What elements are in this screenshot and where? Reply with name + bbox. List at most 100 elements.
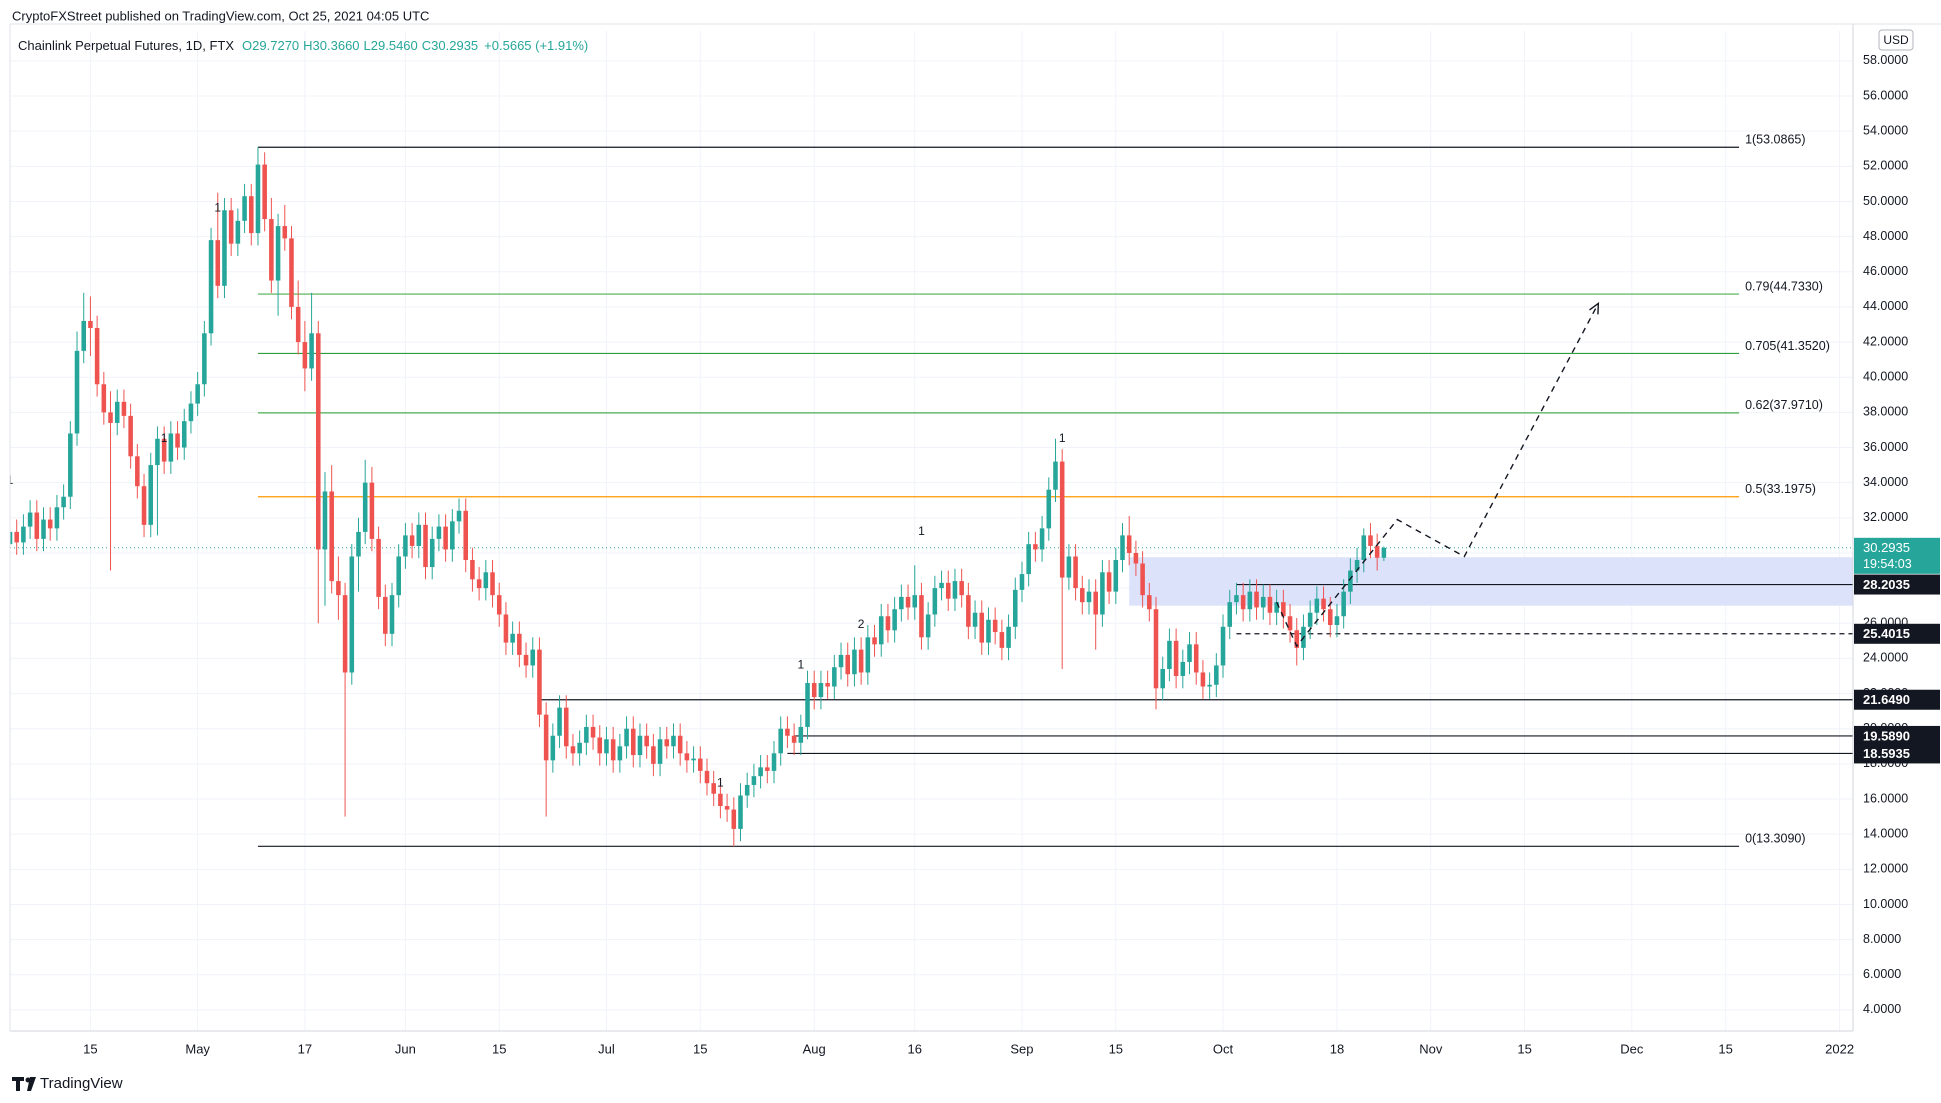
x-tick-label: 15 — [1109, 1041, 1123, 1056]
candle-body — [510, 633, 515, 643]
candle-body — [1066, 556, 1072, 578]
candle-body — [27, 512, 33, 527]
td-count: 1 — [7, 473, 14, 487]
candle-body — [181, 421, 187, 448]
candle-body — [108, 412, 113, 423]
x-tick-label: 15 — [1718, 1041, 1732, 1056]
level-price-label: 28.2035 — [1863, 577, 1910, 592]
candle-body — [832, 667, 837, 687]
candle-body — [671, 735, 676, 747]
candle-body — [262, 164, 267, 220]
candle-body — [1207, 684, 1212, 687]
candle-body — [751, 776, 757, 785]
candle-body — [362, 482, 368, 532]
candle-body — [610, 739, 616, 761]
td-count: 2 — [858, 617, 865, 631]
candle-body — [282, 226, 288, 239]
candle-body — [168, 433, 174, 462]
ohlc-low: L29.5460 — [364, 38, 418, 53]
candle-body — [215, 240, 221, 286]
x-tick-label: 15 — [83, 1041, 97, 1056]
candle-body — [852, 649, 857, 675]
candle-body — [550, 735, 556, 761]
candle-body — [1033, 544, 1038, 550]
candle-body — [805, 683, 810, 727]
candle-body — [383, 596, 388, 634]
candle-body — [584, 726, 589, 743]
candle-body — [14, 531, 19, 543]
candle-body — [651, 746, 656, 764]
candle-body — [1039, 528, 1045, 550]
y-tick-label: 16.0000 — [1863, 791, 1908, 805]
candle-body — [222, 210, 227, 286]
candle-body — [1080, 588, 1085, 603]
x-tick-label: 18 — [1330, 1041, 1344, 1056]
candle-body — [208, 240, 214, 334]
candle-body — [838, 654, 844, 668]
candle-body — [61, 496, 66, 508]
currency-box — [1878, 29, 1914, 51]
candle-body — [1126, 535, 1132, 553]
candle-body — [537, 649, 542, 715]
candle-body — [188, 403, 194, 422]
candle-body — [945, 582, 951, 599]
symbol-legend: Chainlink Perpetual Futures, 1D, FTX O29.… — [18, 38, 588, 53]
candle-body — [785, 728, 790, 736]
candle-body — [657, 739, 663, 764]
candle-body — [1073, 556, 1078, 589]
candle-body — [242, 196, 247, 221]
candle-body — [1120, 535, 1125, 560]
brand-logo — [12, 1077, 36, 1091]
td-count: 1 — [717, 775, 724, 789]
candle-body — [872, 637, 877, 645]
candle-body — [845, 654, 851, 675]
last-price-box — [1854, 537, 1940, 574]
candle-body — [577, 742, 582, 754]
y-tick-label: 54.0000 — [1863, 123, 1908, 137]
candle-body — [1368, 535, 1373, 546]
candle-body — [483, 572, 489, 589]
candle-body — [597, 737, 603, 754]
x-tick-label: 17 — [298, 1041, 312, 1056]
currency: USD — [1883, 33, 1909, 47]
candle-body — [1200, 672, 1206, 687]
candle-body — [718, 793, 723, 807]
candle-body — [771, 753, 777, 771]
candle-body — [899, 596, 904, 610]
candle-body — [684, 753, 690, 761]
candle-body — [523, 654, 529, 666]
y-tick-label: 44.0000 — [1863, 299, 1908, 313]
candle-body — [302, 342, 308, 369]
level-price-label: 25.4015 — [1863, 626, 1910, 641]
candle-body — [54, 507, 60, 529]
candle-body — [698, 758, 703, 771]
projection-arrowhead — [1589, 301, 1600, 315]
candle-body — [141, 486, 147, 525]
td-count: 1 — [161, 431, 168, 445]
symbol-title: Chainlink Perpetual Futures, 1D, FTX — [18, 38, 234, 53]
candle-body — [1267, 596, 1273, 613]
candle-body — [396, 556, 401, 596]
candle-body — [1281, 602, 1286, 617]
y-tick-label: 56.0000 — [1863, 88, 1908, 102]
projection-path — [1276, 303, 1599, 648]
candle-body — [389, 595, 395, 634]
candle-body — [905, 596, 911, 608]
candle-body — [128, 415, 133, 457]
level-price-box — [1854, 574, 1940, 595]
candle-body — [10, 531, 13, 545]
candle-body — [21, 526, 26, 543]
candle-body — [295, 306, 301, 343]
candle-body — [966, 595, 971, 627]
candle-body — [496, 595, 502, 615]
candle-body — [1086, 591, 1092, 603]
candle-body — [952, 581, 958, 599]
fib-label: 0.62(37.9710) — [1745, 398, 1823, 412]
candle-body — [925, 614, 931, 638]
last-price-label: 30.2935 — [1863, 540, 1910, 555]
candle-body — [34, 512, 40, 539]
y-tick-label: 34.0000 — [1863, 475, 1908, 489]
candle-body — [919, 595, 924, 638]
candle-body — [1234, 595, 1239, 603]
candle-body — [1173, 640, 1179, 676]
